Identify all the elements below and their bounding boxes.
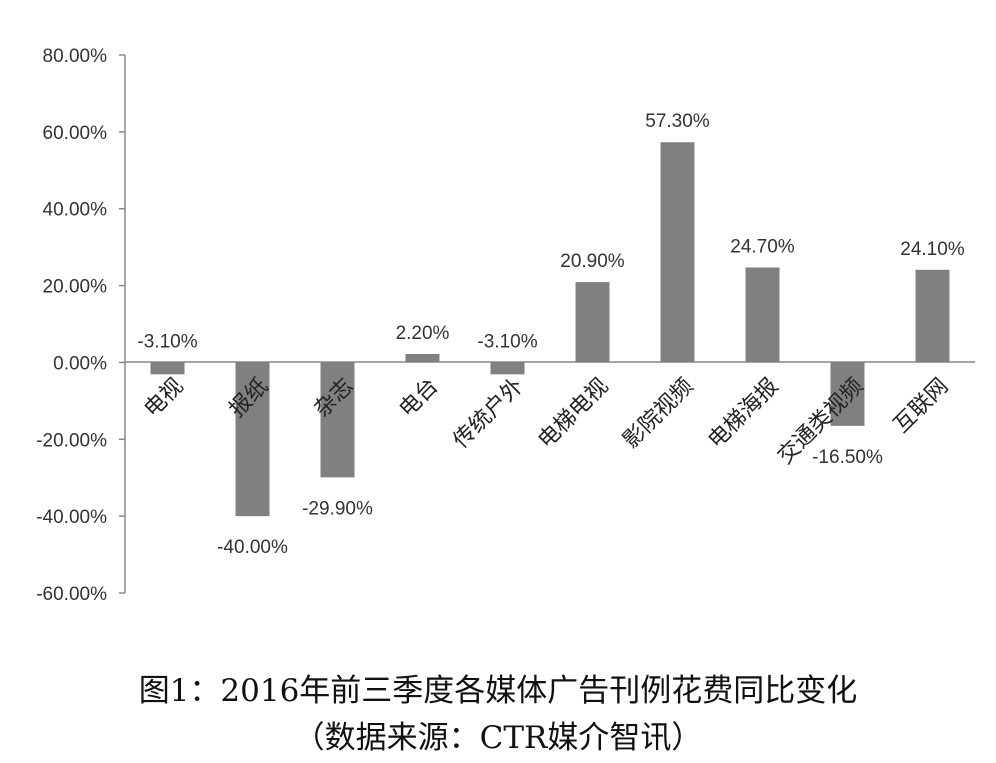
y-tick-label: 80.00% xyxy=(43,46,108,67)
figure-title: 图1：2016年前三季度各媒体广告刊例花费同比变化 xyxy=(138,673,858,709)
bars xyxy=(150,142,950,517)
bar xyxy=(830,362,865,426)
data-label: -3.10% xyxy=(137,331,197,352)
category-label: 传统户外 xyxy=(449,374,529,454)
y-tick-label: 20.00% xyxy=(43,277,108,298)
category-label: 互联网 xyxy=(889,374,953,438)
bar xyxy=(490,362,525,375)
y-tick-label: 40.00% xyxy=(43,200,108,221)
category-label: 影院视频 xyxy=(619,374,699,454)
data-label: 2.20% xyxy=(396,323,450,344)
category-label: 电视 xyxy=(140,374,189,423)
figure-source: （数据来源：CTR媒介智讯） xyxy=(293,720,703,756)
category-label: 电梯海报 xyxy=(704,374,784,454)
y-tick-label: 0.00% xyxy=(53,353,107,374)
y-tick-label: -60.00% xyxy=(36,584,107,605)
data-label: -3.10% xyxy=(477,331,537,352)
data-label: 57.30% xyxy=(645,111,710,132)
data-labels: -3.10% -40.00% -29.90% 2.20% -3.10% 20.90% 57.… xyxy=(137,111,964,558)
data-label: -29.90% xyxy=(302,498,373,519)
bar xyxy=(915,269,950,363)
data-label: 24.10% xyxy=(900,239,965,260)
bar xyxy=(320,362,355,478)
bar-chart: 80.00% 60.00% 40.00% 20.00% 0.00% -20.00% -40.… xyxy=(36,46,975,605)
category-label: 电梯电视 xyxy=(534,374,614,454)
category-label: 电台 xyxy=(395,374,444,423)
y-tick-label: -40.00% xyxy=(36,507,107,528)
y-tick-label: 60.00% xyxy=(43,123,108,144)
bar xyxy=(745,267,780,363)
y-axis-ticks: 80.00% 60.00% 40.00% 20.00% 0.00% -20.00% -40.… xyxy=(36,46,125,605)
data-label: -16.50% xyxy=(812,447,883,468)
data-label: 24.70% xyxy=(730,237,795,258)
bar xyxy=(235,362,270,517)
bar xyxy=(150,362,185,375)
bar xyxy=(660,142,695,363)
bar xyxy=(405,353,440,363)
bar xyxy=(575,282,610,363)
data-label: -40.00% xyxy=(217,537,288,558)
data-label: 20.90% xyxy=(560,251,625,272)
y-tick-label: -20.00% xyxy=(36,430,107,451)
